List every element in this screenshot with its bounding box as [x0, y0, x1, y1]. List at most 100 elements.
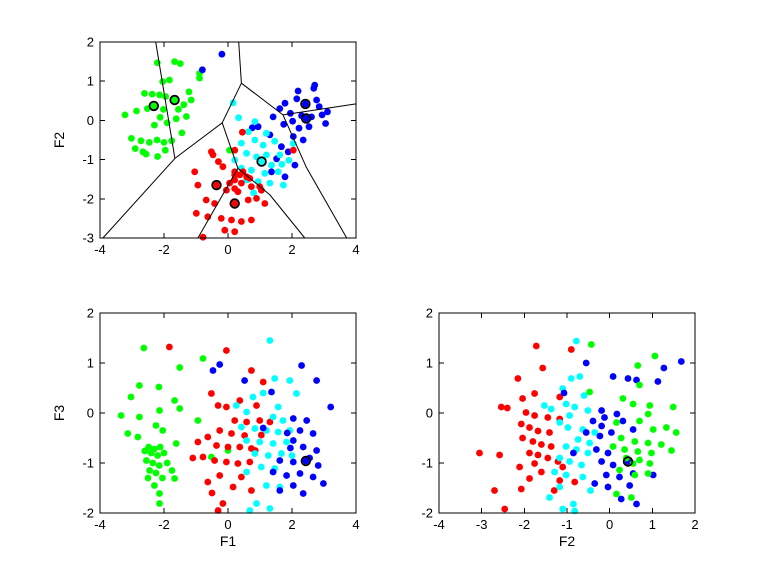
green-cluster-point: [631, 471, 639, 479]
cyan-cluster-point: [257, 463, 265, 471]
green-cluster-point: [613, 419, 620, 426]
cluster-centers-ring-marker: [148, 100, 160, 112]
cyan-cluster-point: [243, 149, 251, 157]
red-cluster-point: [244, 196, 252, 204]
red-cluster-point: [231, 185, 239, 193]
red-cluster-point: [567, 346, 575, 353]
blue-cluster-point: [570, 449, 577, 457]
green-cluster-point: [663, 424, 670, 431]
x-tick-label: 0: [224, 242, 231, 257]
voronoi-boundary-line: [241, 82, 284, 116]
green-cluster-point: [586, 388, 593, 396]
f2-f3-plot-red-cluster: [476, 342, 579, 513]
cyan-cluster-point: [591, 429, 599, 436]
red-cluster-point: [214, 402, 222, 409]
blue-cluster-point: [324, 108, 331, 116]
green-cluster-point: [621, 446, 628, 453]
highlighted-sample-ring-marker: [622, 456, 634, 467]
green-cluster-point: [619, 395, 627, 402]
green-cluster-point: [172, 115, 180, 123]
red-cluster-point: [238, 179, 245, 187]
x-tick-label: 4: [352, 517, 359, 532]
cyan-cluster-point: [235, 114, 243, 122]
green-cluster-point: [634, 362, 642, 369]
green-cluster-point: [141, 447, 149, 455]
green-cluster-point: [121, 111, 129, 119]
red-cluster-point: [236, 397, 244, 404]
cyan-cluster-point: [266, 179, 274, 187]
voronoi-boundary-line: [174, 122, 223, 159]
red-cluster-point: [559, 463, 567, 471]
cyan-cluster-point: [566, 458, 573, 465]
red-cluster-point: [211, 200, 219, 207]
red-cluster-point: [199, 453, 207, 461]
red-cluster-point: [236, 443, 244, 451]
blue-cluster-point: [268, 388, 275, 396]
blue-cluster-point: [598, 422, 605, 430]
cyan-cluster-point: [573, 337, 580, 345]
blue-cluster-point: [582, 359, 590, 367]
red-cluster-point: [538, 468, 545, 476]
blue-cluster-point: [313, 447, 320, 454]
blue-cluster-point: [281, 99, 289, 107]
green-cluster-point: [141, 90, 148, 97]
red-cluster-point: [550, 487, 558, 494]
red-cluster-point: [202, 196, 210, 204]
y-tick-label: -2: [421, 506, 433, 521]
green-cluster-point: [171, 58, 179, 65]
red-cluster-point: [231, 417, 239, 424]
red-cluster-point: [256, 417, 264, 424]
green-cluster-point: [628, 494, 635, 501]
red-cluster-point: [556, 393, 564, 401]
blue-cluster-point: [609, 461, 617, 469]
red-cluster-point: [166, 343, 173, 351]
blue-cluster-point: [617, 495, 625, 503]
green-cluster-point: [152, 469, 160, 477]
y-tick-label: 2: [87, 306, 94, 321]
green-cluster-point: [156, 500, 163, 507]
cyan-cluster-point: [259, 141, 267, 149]
cyan-cluster-point: [238, 423, 245, 431]
cyan-cluster-point: [271, 137, 279, 145]
red-cluster-point: [497, 403, 505, 411]
red-cluster-point: [534, 427, 542, 435]
red-cluster-point: [209, 151, 217, 159]
x-tick-label: 2: [691, 517, 698, 532]
green-cluster-point: [199, 355, 207, 362]
cyan-cluster-point: [251, 450, 259, 457]
red-cluster-point: [231, 200, 239, 207]
blue-cluster-point: [633, 376, 640, 384]
cyan-cluster-point: [248, 166, 255, 174]
blue-cluster-point: [654, 378, 662, 385]
green-cluster-point: [631, 438, 639, 445]
green-cluster-point: [636, 417, 643, 425]
red-cluster-point: [204, 478, 212, 486]
blue-cluster-point: [604, 483, 612, 491]
blue-cluster-point: [269, 468, 277, 476]
cyan-cluster-point: [278, 450, 285, 457]
x-tick-label: -3: [476, 517, 488, 532]
green-cluster-point: [155, 383, 163, 391]
green-cluster-point: [587, 341, 595, 348]
red-cluster-point: [236, 171, 244, 179]
blue-cluster-point: [299, 443, 307, 451]
voronoi-boundary-line: [221, 82, 242, 124]
green-cluster-point: [160, 449, 168, 457]
blue-cluster-point: [560, 389, 568, 397]
blue-cluster-point: [318, 111, 326, 119]
cluster-centers-ring-marker: [300, 113, 312, 124]
blue-cluster-point: [314, 462, 322, 469]
cyan-cluster-point: [562, 471, 570, 479]
cyan-cluster-point: [571, 403, 579, 411]
green-cluster-point: [649, 426, 657, 433]
green-cluster-point: [171, 96, 179, 104]
green-cluster-point: [669, 403, 677, 411]
blue-cluster-point: [289, 437, 297, 444]
cyan-cluster-point: [256, 438, 264, 446]
red-cluster-point: [534, 451, 542, 459]
blue-cluster-point: [299, 136, 307, 144]
blue-cluster-point: [294, 87, 302, 95]
blue-cluster-point: [310, 84, 318, 92]
cyan-cluster-point: [547, 405, 555, 413]
